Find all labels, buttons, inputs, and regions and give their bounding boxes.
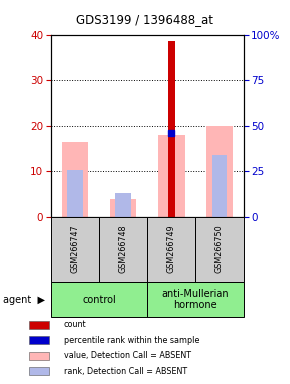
Bar — [51, 282, 147, 317]
Text: control: control — [82, 295, 116, 305]
Text: anti-Mullerian
hormone: anti-Mullerian hormone — [162, 289, 229, 310]
Bar — [158, 135, 184, 217]
Bar — [29, 321, 49, 329]
Text: agent  ▶: agent ▶ — [3, 295, 45, 305]
Bar — [168, 41, 175, 217]
Bar — [110, 199, 136, 217]
Bar — [147, 217, 195, 282]
Bar — [115, 193, 131, 217]
Bar — [195, 217, 244, 282]
Bar — [206, 126, 233, 217]
Text: rank, Detection Call = ABSENT: rank, Detection Call = ABSENT — [64, 367, 187, 376]
Text: GSM266747: GSM266747 — [70, 224, 79, 273]
Text: GSM266749: GSM266749 — [167, 224, 176, 273]
Bar — [67, 170, 83, 217]
Text: value, Detection Call = ABSENT: value, Detection Call = ABSENT — [64, 351, 191, 360]
Bar — [61, 142, 88, 217]
Text: GDS3199 / 1396488_at: GDS3199 / 1396488_at — [77, 13, 213, 26]
Bar — [211, 155, 227, 217]
Bar — [51, 217, 99, 282]
Bar — [147, 282, 244, 317]
Bar — [29, 367, 49, 375]
Text: count: count — [64, 320, 86, 329]
Text: GSM266748: GSM266748 — [119, 224, 128, 273]
Text: GSM266750: GSM266750 — [215, 224, 224, 273]
Bar — [99, 217, 147, 282]
Text: percentile rank within the sample: percentile rank within the sample — [64, 336, 199, 345]
Bar — [29, 336, 49, 344]
Bar — [29, 352, 49, 360]
